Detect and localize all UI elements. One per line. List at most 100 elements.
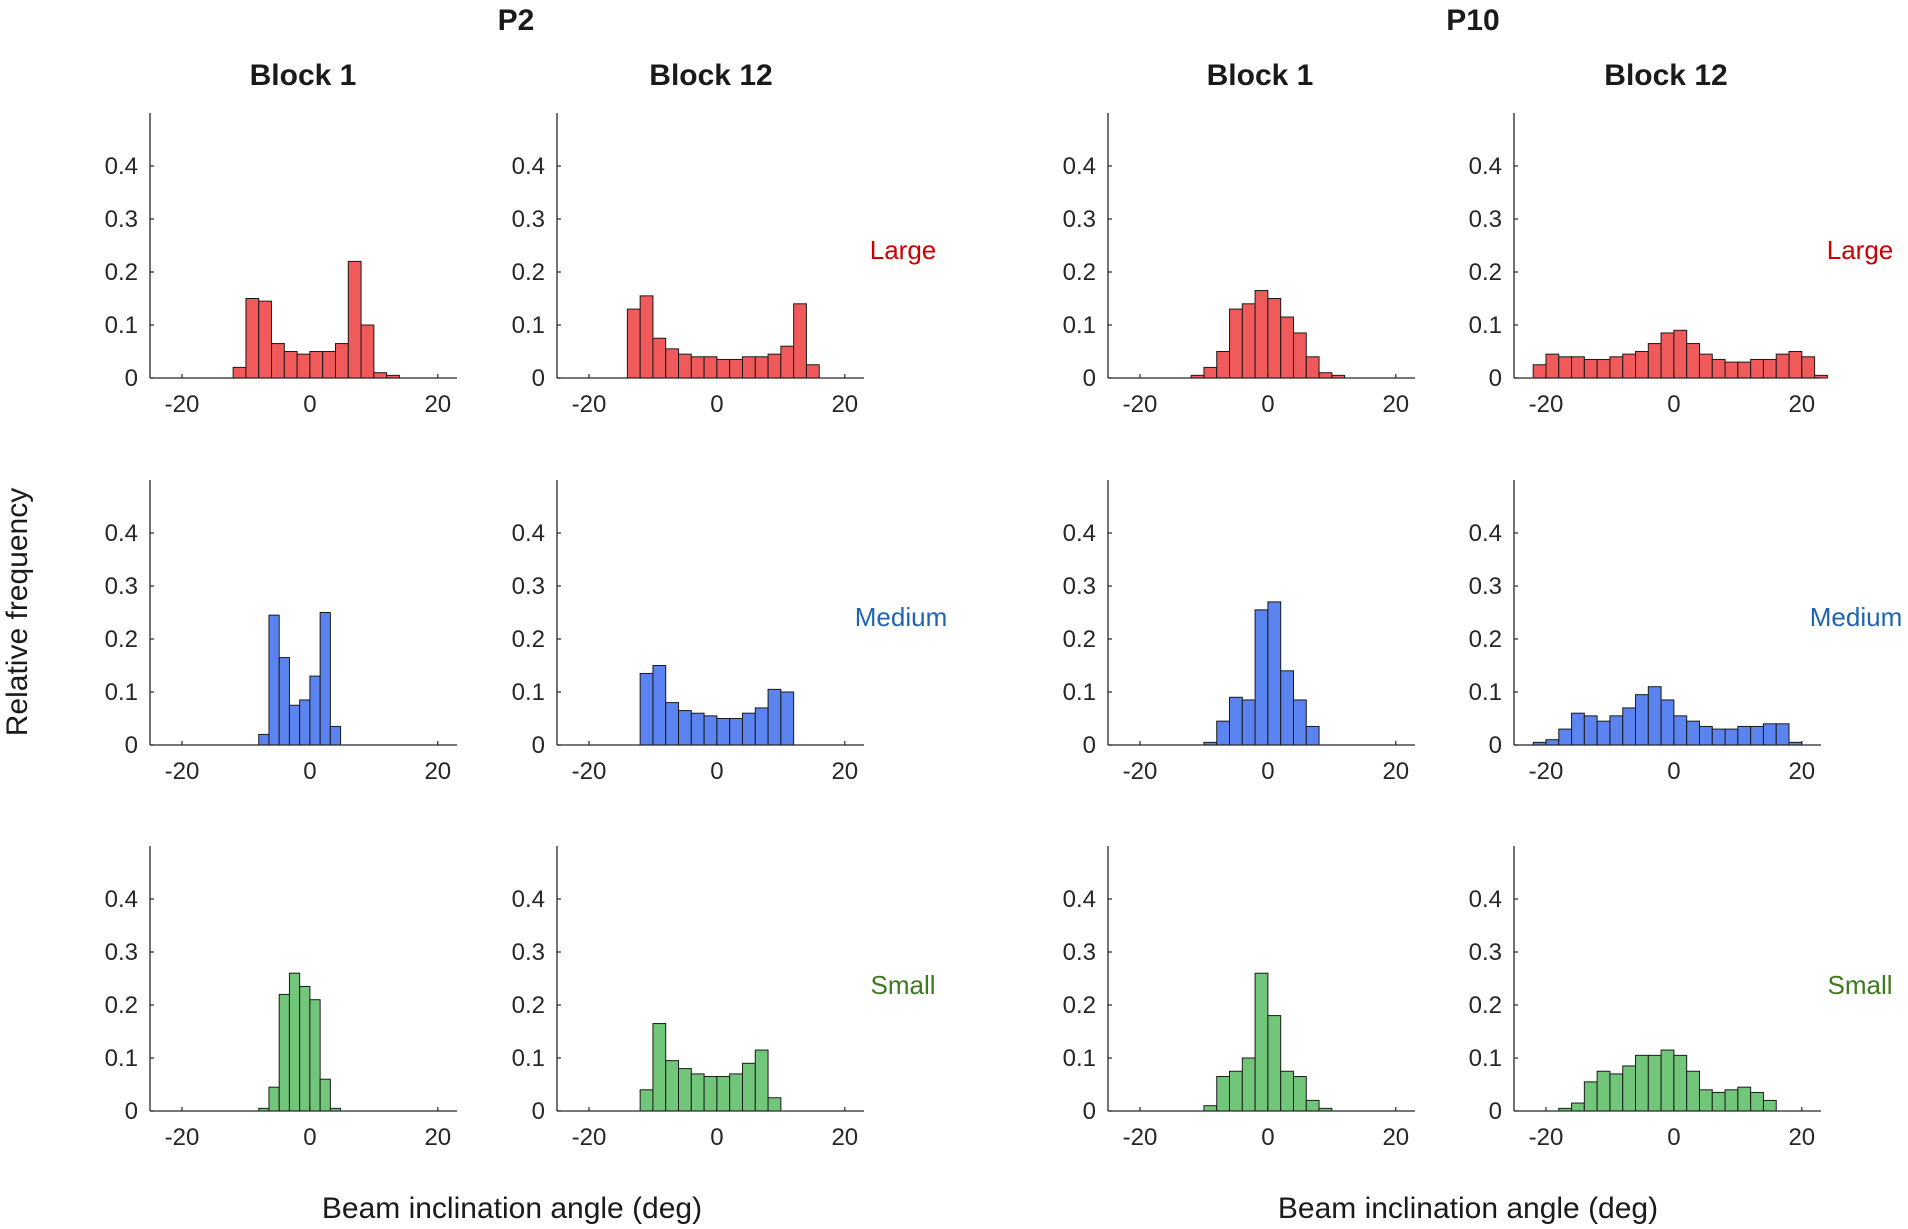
y-tick-label: 0.3 xyxy=(1063,573,1096,600)
y-tick-label: 0.3 xyxy=(1063,206,1096,233)
histogram-bar xyxy=(1801,356,1816,379)
histogram-bar xyxy=(754,1049,769,1112)
histogram-bar xyxy=(690,712,705,746)
y-tick-label: 0.2 xyxy=(105,992,138,1019)
histogram-bar xyxy=(1545,353,1560,379)
histogram-bar xyxy=(373,372,388,379)
y-tick-label: 0.4 xyxy=(1063,886,1096,913)
histogram-bar xyxy=(678,353,692,379)
histogram-bar xyxy=(299,985,311,1112)
histogram-bar xyxy=(1583,1081,1598,1112)
x-tick-label: -20 xyxy=(572,391,607,418)
histogram-panel: 0 0.1 0.2 0.3 0.4 -20 0 20 xyxy=(512,846,864,1151)
histogram-bar xyxy=(716,718,731,746)
histogram-bar xyxy=(1571,356,1585,379)
histogram-bar xyxy=(729,718,743,746)
y-tick-label: 0.2 xyxy=(1469,259,1502,286)
histogram-bar xyxy=(1737,361,1752,379)
histogram-bar xyxy=(1698,725,1713,746)
x-tick-label: 20 xyxy=(831,391,858,418)
histogram-bar xyxy=(1660,1049,1675,1112)
histogram-bar xyxy=(639,295,654,379)
y-tick-label: 0.4 xyxy=(512,886,545,913)
histogram-bar xyxy=(1673,1054,1688,1112)
histogram-panel: 0 0.1 0.2 0.3 0.4 -20 0 20 xyxy=(1469,846,1821,1151)
histogram-bar xyxy=(1558,356,1573,379)
histogram-bar xyxy=(268,1086,280,1112)
x-tick-label: -20 xyxy=(165,758,200,785)
x-tick-label: 0 xyxy=(710,391,723,418)
y-tick-label: 0.1 xyxy=(105,1045,138,1072)
y-tick-label: 0.3 xyxy=(512,573,545,600)
histogram-bar xyxy=(1724,361,1739,379)
histogram-bar xyxy=(690,356,705,379)
histogram-bar xyxy=(271,343,285,379)
histogram-bar xyxy=(278,657,290,746)
histogram-bar xyxy=(1203,1105,1218,1112)
histogram-panel: 0 0.1 0.2 0.3 0.4 -20 0 20 xyxy=(1063,846,1415,1151)
histogram-bar xyxy=(278,993,290,1112)
histogram-bar xyxy=(1647,686,1662,746)
x-axis-label-p10: Beam inclination angle (deg) xyxy=(1278,1192,1658,1225)
histogram-bar xyxy=(1635,1054,1649,1112)
histogram-bar xyxy=(652,337,667,379)
y-tick-label: 0.2 xyxy=(105,626,138,653)
histogram-bar xyxy=(288,704,301,746)
x-tick-label: -20 xyxy=(1123,391,1158,418)
x-tick-label: -20 xyxy=(1529,391,1564,418)
y-tick-label: 0 xyxy=(125,365,138,392)
histogram-bar xyxy=(347,260,362,379)
histogram-bar xyxy=(780,691,795,746)
y-tick-label: 0.2 xyxy=(1469,992,1502,1019)
x-tick-label: -20 xyxy=(165,391,200,418)
histogram-bar xyxy=(1762,723,1777,746)
y-tick-label: 0 xyxy=(1489,732,1502,759)
histogram-bar xyxy=(1280,316,1294,379)
histogram-bar xyxy=(1673,715,1688,746)
x-tick-label: 0 xyxy=(1261,758,1274,785)
histogram-bar xyxy=(309,351,324,379)
histogram-bar xyxy=(299,699,311,746)
x-tick-label: 20 xyxy=(1788,758,1815,785)
histogram-bar xyxy=(1280,670,1294,746)
x-tick-label: 0 xyxy=(710,758,723,785)
histogram-panel: 0 0.1 0.2 0.3 0.4 -20 0 20 xyxy=(1063,113,1415,418)
histogram-bar xyxy=(1267,601,1282,746)
histogram-bar xyxy=(1775,723,1790,746)
histogram-bar xyxy=(1229,696,1243,746)
y-tick-label: 0.1 xyxy=(1063,679,1096,706)
y-tick-label: 0 xyxy=(1489,365,1502,392)
histogram-bar xyxy=(703,715,718,746)
histogram-bar xyxy=(1647,343,1662,379)
y-tick-label: 0.3 xyxy=(105,573,138,600)
y-tick-label: 0.2 xyxy=(512,626,545,653)
x-tick-label: -20 xyxy=(572,1124,607,1151)
histogram-bar xyxy=(1596,358,1611,379)
histogram-bar xyxy=(1698,353,1713,379)
histogram-bar xyxy=(1750,725,1764,746)
histogram-panel: 0 0.1 0.2 0.3 0.4 -20 0 20 xyxy=(512,480,864,785)
y-tick-label: 0.2 xyxy=(512,259,545,286)
y-tick-label: 0.4 xyxy=(105,886,138,913)
histogram-bar xyxy=(1583,358,1598,379)
histogram-bar xyxy=(780,345,795,379)
x-tick-label: -20 xyxy=(572,758,607,785)
histogram-bar xyxy=(1737,1086,1752,1112)
histogram-bar xyxy=(1686,343,1700,379)
histogram-bar xyxy=(1622,707,1637,746)
histogram-bar xyxy=(1724,728,1739,746)
histogram-bar xyxy=(1711,728,1726,746)
histogram-bar xyxy=(1280,1070,1294,1112)
histogram-bar xyxy=(1241,303,1256,379)
histogram-bar xyxy=(1609,1073,1624,1112)
histogram-bar xyxy=(754,707,769,746)
x-tick-label: -20 xyxy=(1529,758,1564,785)
histogram-bar xyxy=(258,733,270,746)
y-tick-label: 0.3 xyxy=(105,206,138,233)
column-title-4: Block 12 xyxy=(1604,59,1727,92)
histogram-bar xyxy=(767,688,782,746)
x-tick-label: 20 xyxy=(1788,391,1815,418)
x-tick-label: 0 xyxy=(710,1124,723,1151)
histogram-bar xyxy=(1686,720,1700,746)
